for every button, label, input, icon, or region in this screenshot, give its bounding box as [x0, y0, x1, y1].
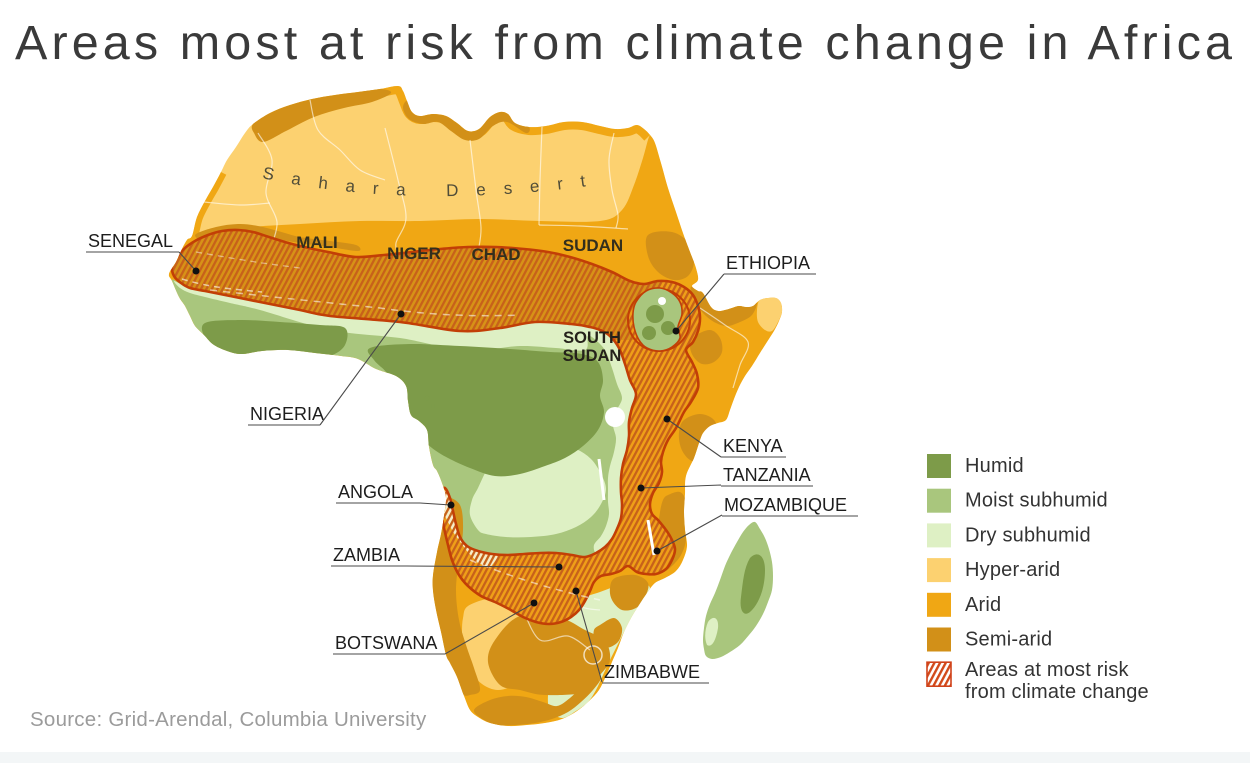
svg-text:from climate change: from climate change — [965, 681, 1149, 703]
svg-text:KENYA: KENYA — [723, 436, 783, 456]
svg-text:SUDAN: SUDAN — [563, 236, 623, 255]
svg-text:Semi-arid: Semi-arid — [965, 629, 1052, 651]
svg-text:ETHIOPIA: ETHIOPIA — [726, 253, 810, 273]
svg-text:Humid: Humid — [965, 455, 1024, 477]
svg-text:SENEGAL: SENEGAL — [88, 231, 173, 251]
svg-text:Source: Grid-Arendal, Columbia: Source: Grid-Arendal, Columbia Universit… — [30, 708, 427, 731]
svg-text:Dry subhumid: Dry subhumid — [965, 524, 1091, 546]
svg-text:TANZANIA: TANZANIA — [723, 465, 811, 485]
svg-text:SOUTH: SOUTH — [563, 329, 621, 347]
svg-text:NIGER: NIGER — [387, 244, 441, 263]
svg-text:SUDAN: SUDAN — [563, 347, 622, 365]
svg-text:CHAD: CHAD — [471, 245, 520, 264]
svg-text:Moist subhumid: Moist subhumid — [965, 490, 1108, 512]
svg-text:NIGERIA: NIGERIA — [250, 404, 324, 424]
svg-text:MALI: MALI — [296, 233, 338, 252]
svg-text:ZAMBIA: ZAMBIA — [333, 545, 400, 565]
svg-text:Areas most at risk from climat: Areas most at risk from climate change i… — [15, 16, 1236, 70]
svg-text:ANGOLA: ANGOLA — [338, 482, 413, 502]
svg-text:Arid: Arid — [965, 594, 1001, 616]
svg-text:MOZAMBIQUE: MOZAMBIQUE — [724, 495, 847, 515]
svg-text:BOTSWANA: BOTSWANA — [335, 633, 437, 653]
svg-text:Hyper-arid: Hyper-arid — [965, 559, 1060, 581]
svg-text:ZIMBABWE: ZIMBABWE — [604, 662, 700, 682]
svg-text:Areas at most risk: Areas at most risk — [965, 659, 1129, 681]
